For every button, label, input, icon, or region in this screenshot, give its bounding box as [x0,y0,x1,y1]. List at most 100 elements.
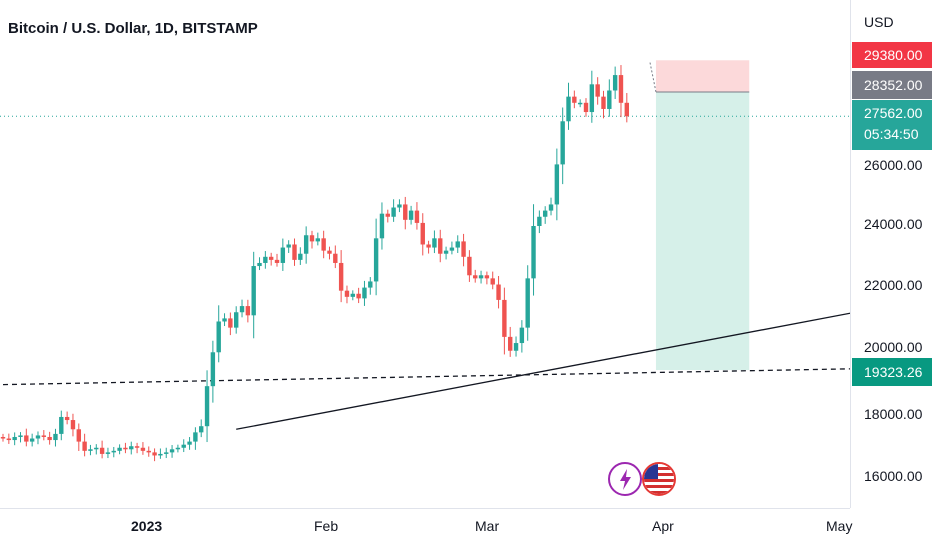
candle-body [47,436,52,441]
price-chart[interactable] [0,0,913,508]
tick-26000: 26000.00 [864,157,923,173]
tick-18000: 18000.00 [864,406,923,422]
candle-body [199,426,204,433]
candle-body [298,253,303,260]
last-price-badge: 27562.00 05:34:50 [852,100,932,150]
candle-body [123,447,128,450]
candle-body [129,446,134,450]
entry-connector [649,62,657,93]
candle-body [461,241,466,257]
risk-zone [655,60,750,92]
last-price-value: 27562.00 [864,105,923,121]
candle-body [607,90,612,109]
tick-20000: 20000.00 [864,339,923,355]
candle-body [222,318,227,322]
candle-body [414,210,420,223]
candle-body [216,321,221,353]
horizontal-support-line [2,367,913,386]
candle-body [274,259,280,263]
time-label-feb: Feb [314,518,339,534]
candle-body [0,436,6,439]
candle-body [18,435,23,437]
candle-body [432,238,437,248]
stop-price-badge: 29380.00 [852,42,932,68]
candle-body [537,216,542,226]
price-axis[interactable] [850,0,932,508]
candle-body [88,449,93,451]
candle-body [245,306,251,316]
time-label-mar: Mar [475,518,500,534]
candle-body [566,96,571,122]
candle-body [175,447,181,450]
candle-body [443,250,449,254]
candle-body [228,318,233,328]
candle-body [333,253,338,263]
candle-body [187,441,192,445]
candle-body [29,438,35,442]
candle-body [508,336,513,351]
candle-body [70,420,76,430]
candle-body [438,238,443,254]
target-price-badge: 19323.26 [852,358,932,386]
candle-body [59,416,64,434]
candle-body [268,256,274,260]
tick-24000: 24000.00 [864,216,923,232]
candle-body [315,238,321,242]
candle-body [76,429,81,442]
candle-body [327,250,332,254]
candle-body [420,222,425,245]
candle-body [164,452,169,454]
lightning-icon[interactable] [608,462,642,496]
candle-body [403,204,408,220]
candle-body [467,256,472,276]
candle-body [99,447,105,454]
candle-body [548,204,554,211]
candle-body [408,210,414,220]
candle-body [6,438,12,441]
candle-body [292,244,297,260]
time-label-may: May [826,518,853,534]
tick-22000: 22000.00 [864,277,923,293]
candle-body [35,435,41,439]
candle-body [12,436,17,441]
us-flag-icon[interactable] [642,462,676,496]
candle-body [455,241,460,248]
candle-body [589,84,595,113]
tick-16000: 16000.00 [864,468,923,484]
lightning-icon-glyph [620,469,631,490]
candle-body [572,96,577,103]
candle-body [94,447,99,450]
time-label-2023: 2023 [131,518,163,534]
ascending-trendline [236,300,913,430]
candle-body [612,75,618,91]
candle-body [362,287,367,299]
candle-body [140,447,146,451]
candle-body [263,256,268,263]
candle-body [368,281,373,288]
chart-area[interactable]: Bitcoin / U.S. Dollar, 1D, BITSTAMP [0,0,913,508]
candle-body [105,452,111,454]
currency-label[interactable]: USD [864,14,894,30]
candle-body [257,262,262,267]
candle-body [53,433,58,441]
candle-body [356,293,361,299]
candle-body [473,275,478,279]
candle-body [525,278,530,328]
candle-body [64,416,70,421]
candle-body [426,244,431,248]
candle-body [397,204,402,208]
candle-body [624,102,630,117]
candle-body [496,284,501,300]
candle-body [210,352,216,387]
us-flag-glyph [644,464,674,494]
candle-body [117,447,122,451]
candle-body [449,247,455,251]
reward-zone [655,91,750,371]
time-axis[interactable] [0,508,850,551]
candle-body [152,452,157,456]
candle-body [338,262,344,291]
candle-body [560,121,565,165]
candle-body [385,213,390,217]
candle-body [531,226,536,279]
candle-body [502,299,507,337]
